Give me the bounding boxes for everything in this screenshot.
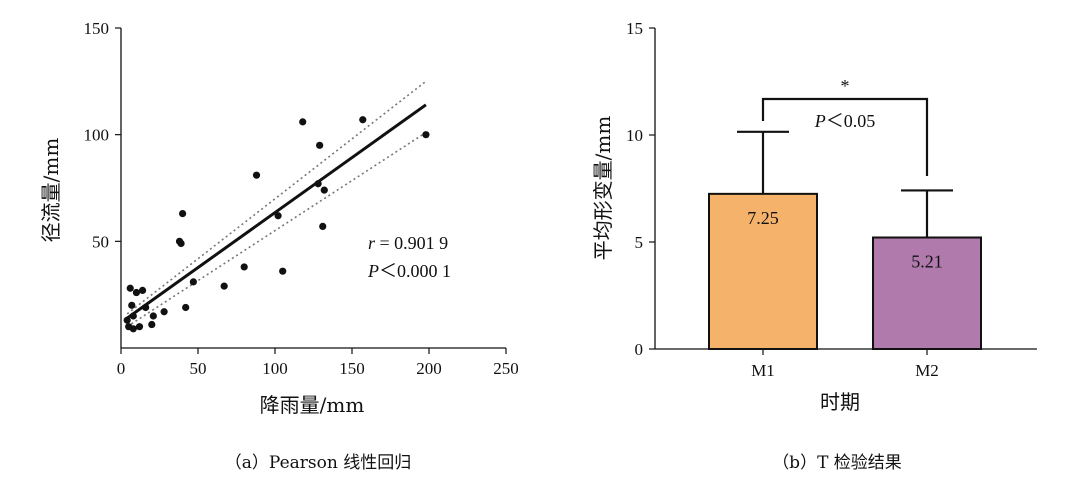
y-tick-label: 0 bbox=[635, 340, 644, 359]
scatter-axes bbox=[120, 28, 506, 349]
y-tick-label: 5 bbox=[635, 233, 644, 252]
bar-x-axis-label: 时期 bbox=[820, 390, 860, 414]
bar-value-label: 7.25 bbox=[747, 208, 779, 228]
fit-line bbox=[126, 103, 427, 320]
ci-lower-line bbox=[126, 131, 427, 328]
x-tick-label: 250 bbox=[493, 359, 519, 378]
x-tick-label: 50 bbox=[190, 359, 207, 378]
data-point bbox=[189, 278, 197, 286]
data-point bbox=[148, 320, 156, 329]
significance-bracket: * P＜0.05 bbox=[761, 76, 929, 176]
p-value-annotation: P＜0.000 1 bbox=[367, 261, 451, 281]
data-point bbox=[149, 312, 157, 320]
scatter-y-axis-label: 径流量/mm bbox=[39, 138, 63, 243]
data-point bbox=[135, 323, 144, 331]
y-tick-label: 100 bbox=[84, 126, 110, 145]
bar-M2 bbox=[872, 236, 982, 350]
correlation-coefficient: r = 0.901 9 bbox=[368, 233, 448, 253]
data-point bbox=[128, 301, 136, 309]
data-point bbox=[160, 308, 168, 316]
data-point bbox=[220, 282, 228, 290]
scatter-points bbox=[123, 116, 430, 333]
data-point bbox=[279, 267, 287, 275]
data-point bbox=[179, 210, 187, 218]
y-tick-label: 15 bbox=[626, 19, 643, 38]
panel-a-caption: （a）Pearson 线性回归 bbox=[225, 453, 411, 473]
data-point bbox=[177, 239, 185, 248]
x-tick-label: M2 bbox=[915, 361, 939, 380]
p-value: ＜0.000 1 bbox=[379, 261, 451, 281]
p-symbol: P bbox=[814, 111, 826, 131]
y-tick-label: 10 bbox=[626, 126, 643, 145]
data-point bbox=[314, 180, 322, 188]
bar-M1 bbox=[708, 192, 818, 350]
data-point bbox=[319, 222, 327, 230]
x-tick-label: 150 bbox=[339, 359, 365, 378]
x-tick-label: M1 bbox=[751, 361, 775, 380]
data-point bbox=[240, 263, 248, 271]
y-tick-label: 50 bbox=[92, 232, 109, 251]
x-tick-label: 0 bbox=[117, 359, 126, 378]
ci-upper-line bbox=[126, 80, 427, 315]
significance-star: * bbox=[841, 76, 850, 96]
panel-b-caption: （b）T 检验结果 bbox=[772, 453, 902, 473]
y-tick-label: 150 bbox=[84, 19, 110, 38]
scatter-ticks: 0 50 100 150 200 250 50 100 150 bbox=[84, 19, 519, 378]
data-point bbox=[138, 286, 147, 294]
data-point bbox=[359, 116, 367, 124]
data-point bbox=[316, 141, 324, 149]
data-point bbox=[142, 303, 150, 312]
bar-value-label: 5.21 bbox=[911, 252, 943, 272]
data-point bbox=[320, 186, 328, 194]
bars: 7.25 5.21 bbox=[708, 192, 982, 350]
data-point bbox=[129, 312, 137, 320]
significance-bracket-line bbox=[761, 97, 929, 176]
data-point bbox=[132, 288, 140, 297]
significance-p-value: P＜0.05 bbox=[814, 111, 876, 131]
confidence-band bbox=[126, 80, 427, 328]
scatter-panel: 0 50 100 150 200 250 50 100 150 降雨量/mm 径流量/mm r … bbox=[39, 19, 519, 473]
x-tick-label: 200 bbox=[416, 359, 442, 378]
bar-ticks: 0 5 10 15 M1 M2 bbox=[626, 19, 939, 380]
data-point bbox=[299, 118, 307, 126]
data-point bbox=[422, 131, 430, 139]
correlation-value: = 0.901 9 bbox=[375, 233, 448, 253]
p-threshold: ＜0.05 bbox=[826, 111, 876, 131]
bar-y-axis-label: 平均形变量/mm bbox=[591, 116, 615, 261]
error-bars bbox=[737, 130, 953, 238]
scatter-x-axis-label: 降雨量/mm bbox=[260, 393, 365, 417]
data-point bbox=[129, 325, 137, 333]
data-point bbox=[123, 316, 131, 324]
data-point bbox=[126, 284, 134, 292]
data-point bbox=[182, 303, 190, 312]
regression-line bbox=[126, 103, 427, 320]
x-tick-label: 100 bbox=[262, 359, 288, 378]
data-point bbox=[252, 171, 261, 179]
data-point bbox=[274, 212, 282, 220]
